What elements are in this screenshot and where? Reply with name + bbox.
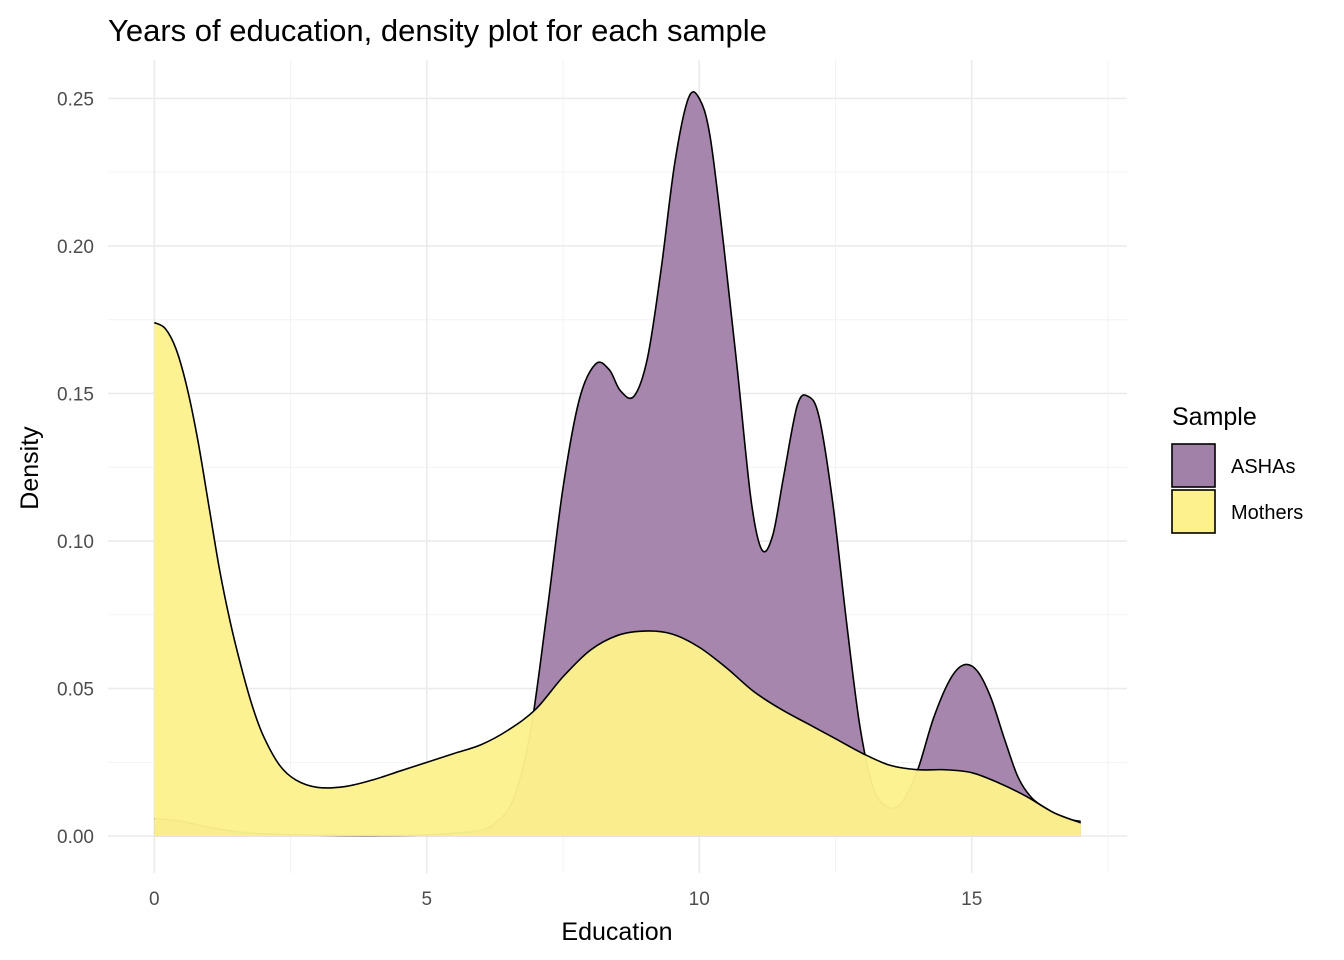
y-tick-label: 0.20 <box>57 237 94 258</box>
y-tick-label: 0.05 <box>57 680 94 701</box>
mothers-density-area <box>154 322 1081 837</box>
y-axis-title: Density <box>16 426 44 510</box>
y-tick-label: 0.25 <box>57 89 94 110</box>
legend-key-mothers <box>1171 489 1216 534</box>
legend: Sample ASHAs Mothers <box>1171 403 1303 534</box>
legend-title: Sample <box>1172 403 1257 431</box>
mothers-density-line <box>153 321 1081 824</box>
y-axis-ticks: 0.00 0.05 0.10 0.15 0.20 0.25 <box>57 89 94 848</box>
x-tick-label: 0 <box>149 889 160 910</box>
y-tick-label: 0.10 <box>57 532 94 553</box>
x-tick-label: 5 <box>421 889 432 910</box>
chart-title: Years of education, density plot for eac… <box>108 13 767 48</box>
legend-label-mothers: Mothers <box>1231 502 1303 524</box>
y-tick-label: 0.00 <box>57 827 94 848</box>
x-axis-title: Education <box>561 918 672 946</box>
x-tick-label: 10 <box>689 889 710 910</box>
x-tick-label: 15 <box>961 889 982 910</box>
density-areas <box>153 91 1081 837</box>
legend-key-ashas <box>1171 443 1216 488</box>
legend-label-ashas: ASHAs <box>1231 456 1295 478</box>
y-tick-label: 0.15 <box>57 384 94 405</box>
x-axis-ticks: 0 5 10 15 <box>149 889 982 910</box>
